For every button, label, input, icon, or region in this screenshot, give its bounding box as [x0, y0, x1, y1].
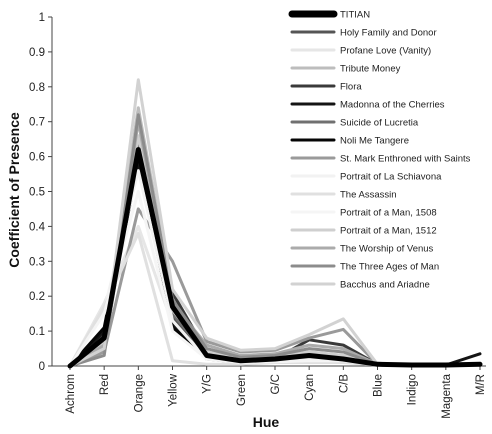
legend-label: Tribute Money: [340, 64, 401, 75]
x-tick-label: M/R: [475, 374, 487, 395]
x-tick-label: Cyan: [304, 374, 316, 401]
legend-label: The Assassin: [340, 190, 397, 201]
x-tick-label: Red: [99, 374, 111, 395]
legend-label: TITIAN: [340, 10, 370, 21]
x-tick-label: Magenta: [441, 373, 453, 418]
x-tick-label: C/B: [338, 374, 350, 394]
x-tick-label: Yellow: [168, 373, 180, 407]
legend-label: Suicide of Lucretia: [340, 118, 419, 129]
legend-label: Portrait of a Man, 1512: [340, 226, 437, 237]
legend-label: St. Mark Enthroned with Saints: [340, 154, 471, 165]
legend-label: Bacchus and Ariadne: [340, 280, 430, 291]
legend-label: Noli Me Tangere: [340, 136, 409, 147]
y-tick-label: 0.2: [29, 291, 45, 303]
x-tick-label: Orange: [133, 374, 145, 412]
y-tick-label: 0.1: [29, 326, 45, 338]
x-tick-label: Green: [236, 374, 248, 406]
legend-label: Holy Family and Donor: [340, 28, 437, 39]
series-line: [68, 78, 482, 368]
chart-series-lines: [67, 78, 483, 369]
x-tick-label: Indigo: [407, 374, 419, 405]
y-tick-label: 0.6: [29, 152, 45, 164]
y-tick-label: 0.3: [29, 256, 45, 268]
y-tick-label: 0.7: [29, 117, 45, 129]
y-axis-title: Coefficient of Presence: [6, 112, 22, 268]
y-tick-label: 0.9: [29, 47, 45, 59]
series-line: [67, 147, 483, 369]
y-tick-label: 1: [39, 12, 45, 24]
y-tick-label: 0: [39, 361, 45, 373]
legend-label: Flora: [340, 82, 362, 93]
chart-legend: TITIAN Holy Family and Donor Profane Love …: [288, 10, 471, 291]
y-tick-label: 0.5: [29, 187, 45, 199]
x-tick-label: Y/G: [202, 374, 214, 394]
x-tick-label: G/C: [270, 374, 282, 394]
y-tick-label: 0.8: [29, 82, 45, 94]
x-axis-title: Hue: [253, 414, 280, 430]
x-tick-label: Achrom: [65, 374, 77, 414]
legend-label: Portrait of a Man, 1508: [340, 208, 437, 219]
x-tick-label: Blue: [373, 374, 385, 397]
legend-label: The Three Ages of Man: [340, 262, 439, 273]
y-tick-label: 0.4: [29, 221, 46, 233]
legend-label: Profane Love (Vanity): [340, 46, 431, 57]
legend-label: The Worship of Venus: [340, 244, 434, 255]
legend-label: Madonna of the Cherries: [340, 100, 445, 111]
legend-label: Portrait of La Schiavona: [340, 172, 442, 183]
chart-axes: 0 0.1 0.2 0.3 0.4 0.5 0.6 0.7 0.8 0.9 1 Achrom Red Or…: [29, 12, 487, 419]
